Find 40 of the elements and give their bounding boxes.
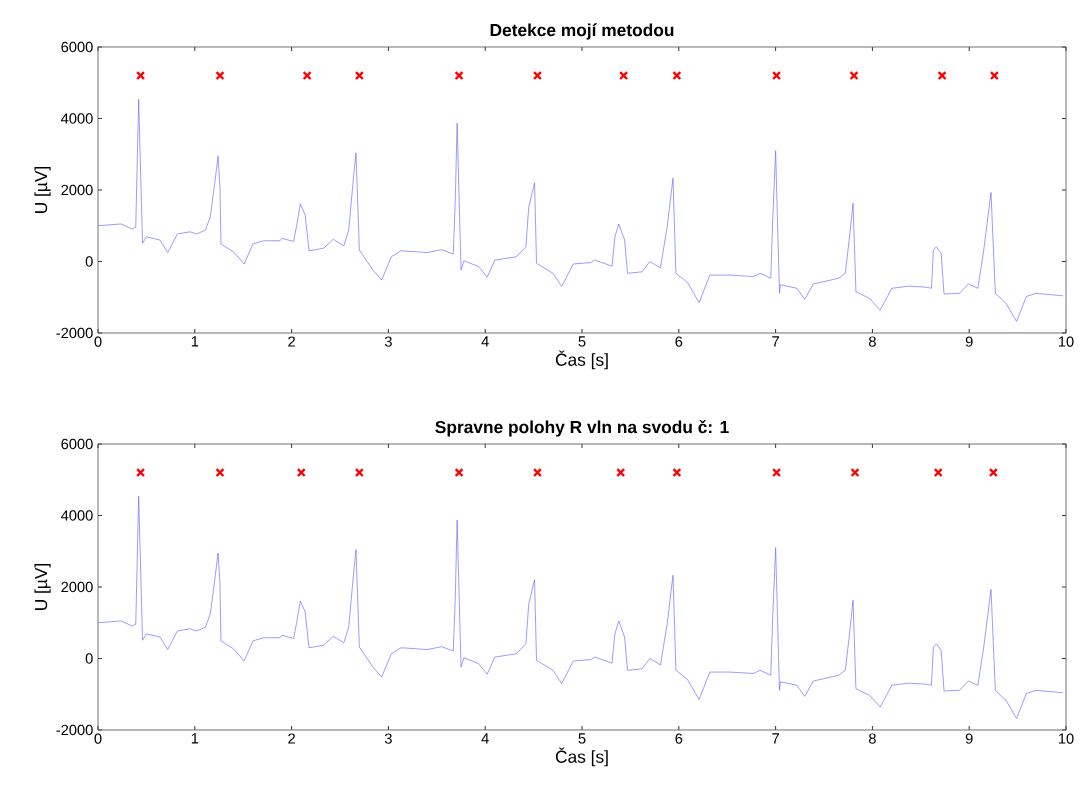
- x-tick-label: 10: [1058, 733, 1074, 744]
- x-tick-label: 8: [868, 733, 876, 744]
- line-series: [97, 98, 1064, 322]
- x-tick-label: 0: [94, 336, 102, 347]
- x-axis-title: Čas [s]: [555, 747, 608, 767]
- x-axis-title: Čas [s]: [555, 350, 608, 370]
- line-series: [97, 495, 1064, 719]
- chart-title: Detekce mojí metodou: [490, 23, 674, 40]
- x-tick-label: 6: [675, 733, 683, 744]
- x-tick-label: 7: [772, 733, 779, 744]
- x-tick-label: 6: [675, 336, 683, 347]
- x-tick-label: 5: [578, 336, 586, 347]
- x-tick-label: 8: [868, 336, 876, 347]
- y-tick-label: 0: [85, 653, 93, 664]
- chart-title: Spravne polohy R vln na svodu č: 1: [435, 420, 729, 437]
- y-axis-title: U [µV]: [34, 563, 51, 610]
- y-tick-label: 4000: [61, 113, 93, 124]
- y-tick-label: 4000: [61, 510, 93, 521]
- x-tick-label: 9: [965, 733, 973, 744]
- y-axis-title: U [µV]: [34, 166, 51, 213]
- x-tick-label: 0: [94, 733, 102, 744]
- y-tick-label: -2000: [56, 724, 93, 736]
- y-tick-label: -2000: [56, 327, 93, 339]
- x-tick-label: 3: [384, 336, 392, 347]
- x-tick-label: 1: [191, 733, 199, 744]
- y-tick-label: 0: [85, 256, 93, 267]
- y-tick-label: 6000: [61, 438, 93, 450]
- x-tick-label: 3: [384, 733, 392, 744]
- x-tick-label: 4: [481, 336, 489, 347]
- x-tick-label: 1: [191, 336, 199, 347]
- x-tick-label: 2: [288, 733, 295, 744]
- y-tick-label: 6000: [61, 41, 93, 53]
- x-tick-label: 5: [578, 733, 586, 744]
- x-tick-label: 2: [288, 336, 295, 347]
- x-tick-label: 10: [1058, 336, 1074, 347]
- x-tick-label: 9: [965, 336, 973, 347]
- y-tick-label: 2000: [61, 581, 93, 593]
- y-tick-label: 2000: [61, 184, 93, 196]
- x-tick-label: 4: [481, 733, 489, 744]
- x-tick-label: 7: [772, 336, 779, 347]
